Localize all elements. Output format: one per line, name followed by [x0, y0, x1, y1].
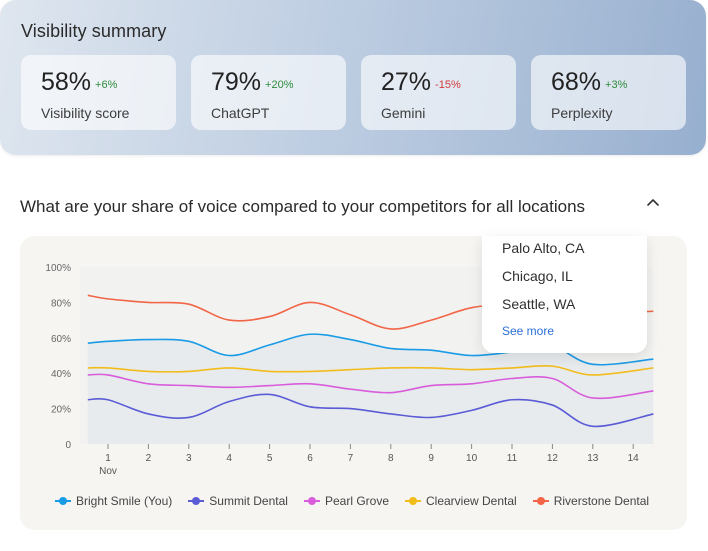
legend-item-summit-dental[interactable]: Summit Dental — [188, 494, 288, 508]
legend-label: Clearview Dental — [426, 494, 517, 508]
x-tick-label: 5 — [267, 453, 273, 464]
summary-title: Visibility summary — [21, 21, 167, 41]
legend-marker-icon — [303, 497, 320, 505]
legend-label: Bright Smile (You) — [76, 494, 173, 508]
x-tick-label: 8 — [388, 453, 394, 464]
dropdown-item-chicago[interactable]: Chicago, IL — [502, 268, 573, 284]
x-month-label: Nov — [99, 466, 117, 477]
stat-delta: +20% — [265, 79, 294, 91]
see-more-link[interactable]: See more — [502, 324, 555, 338]
legend-item-bright-smile-you[interactable]: Bright Smile (You) — [55, 494, 172, 508]
series-line-summit-dental — [87, 393, 654, 428]
share-of-voice-heading: What are your share of voice compared to… — [20, 197, 586, 216]
stat-label: Gemini — [381, 105, 426, 121]
series-line-pearl-grove — [87, 373, 654, 400]
stat-label: Visibility score — [41, 105, 130, 121]
y-tick-label: 100% — [45, 263, 71, 274]
x-tick-label: 9 — [428, 453, 434, 464]
legend-marker-icon — [188, 497, 205, 505]
stat-value: 79% — [211, 68, 262, 96]
stat-card-chatgpt[interactable]: 79% +20% ChatGPT — [191, 55, 346, 130]
x-tick-label: 2 — [146, 453, 152, 464]
legend-item-clearview-dental[interactable]: Clearview Dental — [405, 494, 517, 508]
x-tick-label: 14 — [628, 453, 640, 464]
legend-item-pearl-grove[interactable]: Pearl Grove — [303, 494, 389, 508]
stat-label: ChatGPT — [211, 105, 270, 121]
stat-value: 58% — [41, 68, 92, 96]
stat-card-visibility-score[interactable]: 58% +6% Visibility score — [21, 55, 176, 130]
x-tick-label: 7 — [348, 453, 354, 464]
chart-legend: Bright Smile (You) Summit Dental Pearl Gro… — [55, 494, 649, 508]
x-tick-label: 3 — [186, 453, 192, 464]
stat-value: 27% — [381, 68, 432, 96]
legend-marker-icon — [405, 497, 421, 505]
legend-item-riverstone-dental[interactable]: Riverstone Dental — [532, 494, 650, 508]
x-tick-label: 12 — [547, 453, 559, 464]
visibility-summary-panel: Visibility summary 58% +6% Visibility sco… — [0, 0, 706, 155]
stat-card-gemini[interactable]: 27% -15% Gemini — [361, 55, 516, 130]
x-tick-label: 13 — [587, 453, 599, 464]
x-tick-label: 11 — [507, 453, 518, 464]
y-tick-label: 0 — [65, 440, 71, 451]
location-dropdown: Palo Alto, CA Chicago, IL Seattle, WA Se… — [482, 236, 647, 353]
stat-card-perplexity[interactable]: 68% +3% Perplexity — [531, 55, 686, 130]
x-tick-label: 6 — [307, 453, 313, 464]
y-tick-label: 40% — [51, 369, 71, 380]
legend-marker-icon — [55, 497, 71, 505]
stat-value: 68% — [551, 68, 602, 96]
series-line-clearview-dental — [87, 365, 654, 376]
y-tick-label: 20% — [51, 405, 71, 416]
dropdown-item-seattle[interactable]: Seattle, WA — [502, 296, 576, 312]
legend-label: Riverstone Dental — [553, 494, 650, 508]
chevron-up-icon[interactable] — [645, 194, 661, 210]
stat-delta: +6% — [95, 79, 118, 91]
x-tick-label: 1 — [105, 453, 111, 464]
legend-label: Summit Dental — [209, 494, 288, 508]
y-tick-label: 80% — [51, 298, 71, 309]
stat-delta: -15% — [435, 79, 461, 91]
legend-label: Pearl Grove — [324, 494, 389, 508]
stat-delta: +3% — [605, 79, 628, 91]
stat-label: Perplexity — [551, 105, 613, 121]
series-area-bright-smile — [87, 334, 654, 444]
x-tick-label: 10 — [466, 453, 478, 464]
x-tick-label: 4 — [226, 453, 232, 464]
legend-marker-icon — [532, 497, 549, 505]
y-tick-label: 60% — [51, 334, 71, 345]
dropdown-item-palo-alto[interactable]: Palo Alto, CA — [502, 240, 585, 256]
